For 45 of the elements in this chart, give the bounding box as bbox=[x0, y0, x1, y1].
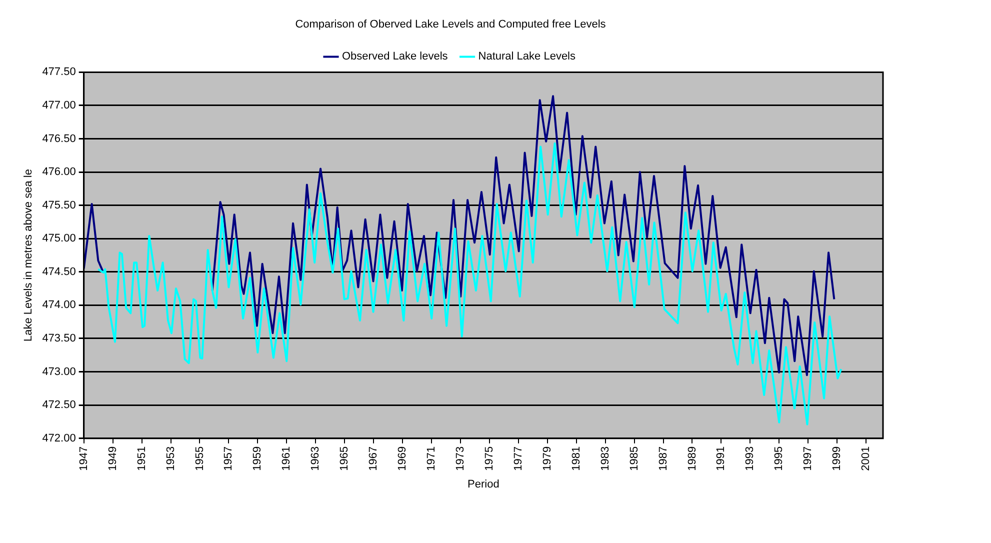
x-tick-label: 1999 bbox=[831, 446, 844, 471]
x-tick-label: 1987 bbox=[657, 446, 670, 471]
x-tick-label: 2001 bbox=[860, 446, 872, 471]
x-tick-label: 1949 bbox=[106, 446, 119, 471]
x-tick-label: 1975 bbox=[483, 446, 496, 471]
x-tick-label: 1947 bbox=[78, 446, 90, 471]
x-tick-label: 1973 bbox=[454, 446, 466, 471]
y-axis-title: Lake Levels in metres above sea le bbox=[22, 169, 35, 342]
x-tick-label: 1983 bbox=[599, 446, 612, 471]
x-tick-label: 1997 bbox=[802, 446, 814, 471]
y-tick-label: 476.00 bbox=[42, 166, 76, 178]
y-tick-label: 474.00 bbox=[42, 299, 76, 312]
x-tick-label: 1967 bbox=[368, 446, 380, 471]
y-tick-label: 475.00 bbox=[42, 232, 76, 245]
x-tick-label: 1993 bbox=[744, 446, 756, 471]
x-tick-label: 1969 bbox=[396, 446, 409, 471]
x-tick-label: 1963 bbox=[310, 446, 322, 471]
x-tick-label: 1971 bbox=[426, 446, 438, 471]
y-tick-label: 477.50 bbox=[42, 66, 76, 78]
x-tick-label: 1991 bbox=[715, 446, 728, 471]
x-axis-title: Period bbox=[468, 478, 500, 490]
x-tick-label: 1981 bbox=[570, 446, 582, 471]
y-tick-label: 474.50 bbox=[42, 266, 76, 278]
x-tick-label: 1977 bbox=[512, 446, 524, 471]
x-tick-label: 1989 bbox=[686, 446, 698, 471]
y-tick-label: 475.50 bbox=[42, 199, 76, 212]
x-tick-label: 1979 bbox=[541, 446, 554, 471]
x-tick-label: 1959 bbox=[252, 446, 264, 471]
y-tick-label: 472.00 bbox=[42, 432, 76, 444]
chart-title: Comparison of Oberved Lake Levels and Computed free Levels bbox=[295, 18, 606, 31]
y-tick-label: 477.00 bbox=[42, 100, 76, 112]
y-tick-label: 476.50 bbox=[42, 132, 76, 145]
x-tick-label: 1965 bbox=[338, 446, 351, 471]
x-tick-label: 1985 bbox=[628, 446, 640, 471]
x-tick-label: 1995 bbox=[773, 446, 786, 471]
x-tick-label: 1953 bbox=[164, 446, 177, 471]
x-tick-label: 1951 bbox=[136, 446, 148, 471]
legend-label: Natural Lake Levels bbox=[478, 50, 576, 63]
x-tick-label: 1957 bbox=[222, 446, 235, 471]
y-tick-label: 473.50 bbox=[42, 332, 76, 345]
y-tick-label: 473.00 bbox=[42, 366, 76, 378]
legend-label: Observed Lake levels bbox=[342, 50, 448, 63]
x-tick-label: 1961 bbox=[280, 446, 293, 471]
y-tick-label: 472.50 bbox=[42, 399, 76, 412]
x-tick-label: 1955 bbox=[194, 446, 206, 471]
